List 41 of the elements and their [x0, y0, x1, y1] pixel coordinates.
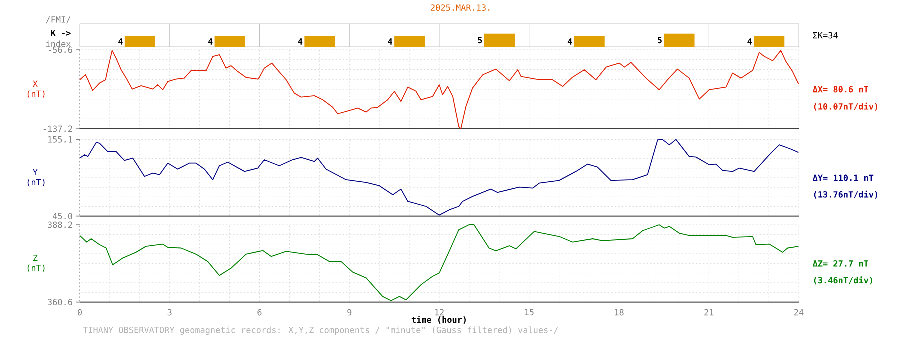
- y-tick-label: -56.6: [48, 46, 72, 54]
- y-tick-label: 360.6: [48, 299, 72, 306]
- text: index: [46, 40, 71, 48]
- y-axis-title: K ->: [51, 30, 71, 36]
- x-tick-label: 6: [258, 309, 262, 316]
- chart-title: 2025.MAR.13.: [431, 4, 490, 12]
- x-tick-label: 0: [78, 309, 82, 316]
- text: ΣK=34: [813, 32, 838, 39]
- y-tick-label: -137.2: [44, 126, 72, 132]
- y-axis-title: Z (nT): [28, 255, 45, 272]
- y-tick-label: 388.2: [48, 222, 72, 228]
- x-tick-label: 24: [794, 309, 804, 316]
- x-axis-title: time (hour): [412, 316, 466, 324]
- data-label: 4: [748, 38, 752, 45]
- y-tick-label: 45.0: [53, 213, 72, 220]
- line-series: [80, 139, 800, 216]
- x-tick-label: 18: [615, 309, 624, 316]
- x-tick-label: 15: [525, 309, 534, 316]
- text: (13.76nT/div): [814, 190, 878, 199]
- data-label: 4: [388, 38, 392, 45]
- text: (10.07nT/div): [814, 102, 878, 111]
- text: /FMI/: [46, 16, 71, 24]
- text: ΔX= 80.6 nT: [812, 86, 869, 93]
- text: ΔY= 110.1 nT: [812, 174, 874, 182]
- x-tick-label: 9: [348, 309, 352, 316]
- data-label: 4: [208, 38, 213, 45]
- text: TIHANY OBSERVATORY geomagnetic records: X,Y,Z components / "minute" (Gauss filtered) values-/: [83, 326, 558, 336]
- y-axis-title: Y (nT): [28, 169, 45, 187]
- text: (3.46nT/div): [814, 276, 872, 285]
- y-axis-title: X (nT): [28, 80, 45, 98]
- data-label: 5: [658, 37, 662, 44]
- data-label: 4: [298, 38, 303, 45]
- line-series: [80, 50, 800, 130]
- y-tick-label: 155.1: [48, 136, 72, 143]
- data-label: 4: [568, 38, 572, 45]
- x-tick-label: 12: [435, 309, 444, 316]
- data-label: 4: [118, 38, 123, 45]
- data-label: 5: [478, 37, 482, 44]
- x-tick-label: 3: [168, 309, 172, 316]
- x-tick-label: 21: [704, 309, 714, 316]
- text: ΔZ= 27.7 nT: [812, 260, 869, 267]
